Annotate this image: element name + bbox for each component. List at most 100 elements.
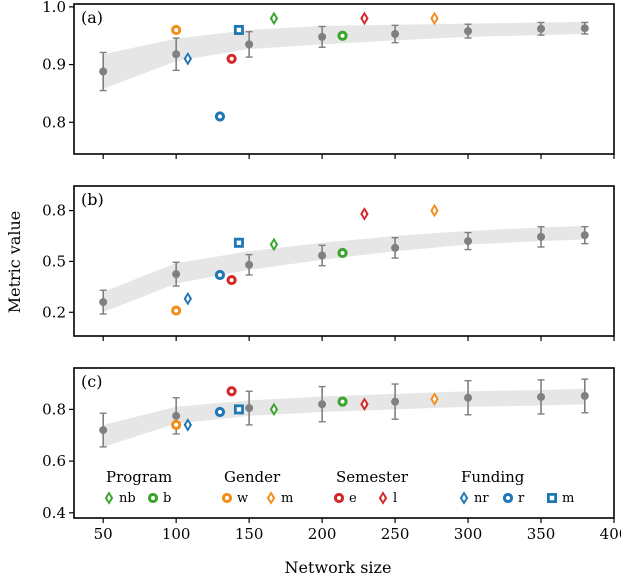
panel-b-baseline-point (391, 243, 400, 252)
panel-b-marker-gender-m (430, 203, 439, 218)
panel-a-baseline-point (464, 27, 473, 36)
panel-c-marker-funding-m (233, 404, 244, 415)
legend-marker-funding-r-inner (506, 496, 510, 500)
legend-marker-gender-m (266, 491, 276, 505)
panel-b-marker-funding-m-inner (236, 240, 242, 245)
xtick-label: 350 (527, 525, 556, 543)
legend: Program nb b Gender w m Semester e l Funding nr r m (104, 468, 574, 506)
panel-a-marker-funding-m (233, 24, 244, 35)
panel-a-marker-gender-w (171, 24, 182, 36)
panel-c-marker-program-nb-inner (272, 406, 276, 413)
panel-a-marker-funding-nr (183, 52, 193, 66)
legend-marker-semester-l-inner (381, 494, 385, 502)
panel-b-ytick-label: 0.5 (42, 252, 66, 270)
legend-marker-funding-m (547, 493, 557, 503)
panel-a-marker-program-nb (269, 11, 279, 26)
panel-c-marker-gender-m (430, 392, 439, 406)
legend-group-program: Program nb b (104, 468, 172, 506)
panel-b: 0.2 0.5 0.8 (b) (42, 185, 615, 341)
panel-a-ytick-label: 1.0 (42, 0, 66, 16)
panel-b-baseline-band (103, 225, 585, 313)
panel-c-marker-program-b-inner (340, 399, 345, 404)
panel-c-marker-gender-w-inner (174, 422, 179, 427)
legend-marker-program-b (147, 492, 159, 504)
panel-b-marker-funding-m (233, 237, 244, 248)
panel-c-marker-funding-nr (183, 418, 193, 432)
legend-title-gender: Gender (224, 468, 281, 486)
panel-a-marker-semester-l-inner (362, 15, 367, 22)
panel-a-baseline-point (172, 50, 181, 59)
panel-c-marker-semester-e-inner (229, 389, 234, 394)
panel-a-marker-funding-r (214, 111, 226, 122)
legend-title-semester: Semester (336, 468, 409, 486)
panel-a-label: (a) (81, 8, 103, 27)
legend-marker-program-nb-inner (107, 494, 111, 502)
panel-c-baseline-point (464, 393, 473, 402)
legend-marker-gender-w-inner (225, 496, 229, 500)
panel-b-ytick-label: 0.2 (42, 303, 66, 321)
panel-a-marker-gender-m-inner (432, 15, 437, 22)
panel-c-marker-semester-l (360, 397, 369, 412)
legend-label-gender-m: m (281, 491, 293, 506)
legend-group-gender: Gender w m (221, 468, 293, 506)
panel-b-marker-gender-w (171, 305, 182, 316)
x-axis-title: Network size (285, 558, 392, 577)
xtick-label: 100 (162, 525, 191, 543)
legend-marker-funding-nr (459, 491, 469, 505)
legend-marker-funding-nr-inner (462, 494, 466, 502)
panels-layer: 0.8 0.9 1.0 (a) 0.2 0.5 0.8 (b) 0.4 0.6 0.8 50 100 15… (42, 0, 621, 543)
legend-marker-gender-m-inner (269, 494, 273, 502)
panel-a-marker-semester-e-inner (229, 56, 234, 61)
legend-label-semester-e: e (349, 491, 357, 506)
legend-marker-funding-r (502, 492, 514, 504)
panel-b-baseline-point (537, 232, 546, 241)
panel-b-marker-program-nb-inner (272, 241, 276, 248)
panel-a-marker-program-nb-inner (272, 15, 276, 22)
legend-label-program-b: b (163, 491, 171, 506)
panel-c-marker-gender-w (171, 419, 182, 430)
legend-marker-semester-l (378, 491, 388, 505)
panel-c-marker-funding-m-inner (236, 407, 242, 412)
panel-c-baseline-band (103, 388, 585, 447)
panel-a-marker-funding-m-inner (236, 27, 242, 33)
legend-title-funding: Funding (461, 468, 525, 486)
panel-c-marker-funding-nr-inner (186, 421, 190, 429)
panel-a-marker-gender-w-inner (174, 27, 179, 32)
panel-a: 0.8 0.9 1.0 (a) (42, 0, 615, 159)
panel-c-ytick-label: 0.4 (42, 504, 66, 522)
panel-b-marker-program-nb (269, 237, 279, 252)
panel-a-baseline-point (245, 40, 254, 49)
legend-label-program-nb: nb (119, 491, 136, 506)
panel-c-label: (c) (81, 372, 102, 391)
panel-b-baseline-point (172, 270, 181, 279)
panel-c-ytick-label: 0.6 (42, 452, 66, 470)
legend-label-funding-nr: nr (474, 491, 489, 506)
xtick-label: 50 (94, 525, 113, 543)
xtick-label: 400 (600, 525, 621, 543)
panel-b-baseline-point (464, 237, 473, 246)
xtick-label: 300 (454, 525, 483, 543)
legend-group-funding: Funding nr r m (459, 468, 574, 506)
panel-c-frame (73, 367, 615, 519)
panel-b-marker-funding-nr-inner (186, 295, 190, 303)
panel-a-ytick-label: 0.8 (42, 113, 66, 131)
panel-b-marker-funding-r (214, 269, 226, 281)
panel-b-baseline-point (580, 231, 589, 240)
panel-c-marker-gender-m-inner (432, 395, 437, 403)
panel-c-marker-funding-r (214, 406, 226, 418)
panel-c-baseline-point (99, 426, 108, 435)
panel-c-marker-semester-l-inner (362, 400, 367, 408)
panel-a-marker-program-b-inner (340, 33, 345, 38)
legend-group-semester: Semester e l (333, 468, 409, 506)
panel-a-baseline-point (580, 24, 589, 33)
panel-c-marker-program-nb (269, 402, 279, 417)
panel-a-marker-semester-e (226, 53, 237, 64)
legend-label-funding-r: r (518, 491, 525, 506)
panel-a-marker-program-b (337, 30, 348, 41)
legend-marker-gender-w (221, 492, 233, 504)
panel-c-baseline-point (537, 392, 546, 401)
panel-b-baseline-point (99, 298, 108, 307)
legend-label-gender-w: w (237, 491, 248, 506)
panel-a-frame (73, 3, 615, 155)
